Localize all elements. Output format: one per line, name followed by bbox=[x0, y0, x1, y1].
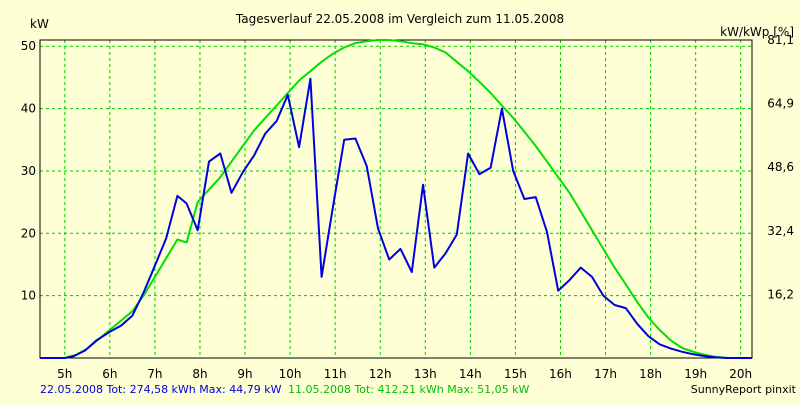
chart-title: Tagesverlauf 22.05.2008 im Vergleich zum… bbox=[235, 12, 564, 26]
series-line-11-05-2008 bbox=[40, 39, 752, 359]
y-tick-label-right: 48,6 bbox=[767, 160, 794, 174]
y-axis-right-label: kW/kWp [%] bbox=[720, 25, 794, 39]
y-tick-label-right: 16,2 bbox=[767, 287, 794, 301]
x-tick-label: 18h bbox=[639, 367, 662, 381]
x-tick-label: 5h bbox=[57, 367, 72, 381]
x-tick-label: 15h bbox=[504, 367, 527, 381]
series-line-22-05-2008 bbox=[40, 77, 752, 359]
y-tick-label-left: 40 bbox=[21, 102, 36, 116]
x-tick-label: 19h bbox=[684, 367, 707, 381]
y-axis-left: 10 20 30 40 50 bbox=[21, 39, 36, 302]
plot-area bbox=[40, 40, 752, 358]
y-axis-right: 16,2 32,4 48,6 64,9 81,1 bbox=[767, 33, 794, 301]
x-tick-label: 20h bbox=[729, 367, 752, 381]
x-tick-label: 17h bbox=[594, 367, 617, 381]
y-tick-label-left: 20 bbox=[21, 226, 36, 240]
legend-footer: 22.05.2008 Tot: 274,58 kWh Max: 44,79 kW… bbox=[40, 383, 530, 396]
y-tick-label-right: 81,1 bbox=[767, 33, 794, 47]
legend-series-1: 22.05.2008 Tot: 274,58 kWh Max: 44,79 kW bbox=[40, 383, 282, 396]
y-tick-label-left: 50 bbox=[21, 39, 36, 53]
x-tick-label: 13h bbox=[414, 367, 437, 381]
x-tick-label: 8h bbox=[192, 367, 207, 381]
x-tick-label: 14h bbox=[459, 367, 482, 381]
y-tick-label-right: 32,4 bbox=[767, 224, 794, 238]
x-tick-label: 7h bbox=[147, 367, 162, 381]
x-tick-label: 12h bbox=[369, 367, 392, 381]
y-tick-label-left: 10 bbox=[21, 289, 36, 303]
y-axis-left-label: kW bbox=[30, 17, 49, 31]
x-tick-label: 9h bbox=[237, 367, 252, 381]
x-tick-label: 6h bbox=[102, 367, 117, 381]
legend-series-2: 11.05.2008 Tot: 412,21 kWh Max: 51,05 kW bbox=[288, 383, 530, 396]
y-tick-label-left: 30 bbox=[21, 164, 36, 178]
x-tick-label: 10h bbox=[279, 367, 302, 381]
grid bbox=[40, 40, 752, 358]
x-axis: 5h 6h 7h 8h 9h 10h 11h 12h 13h 14h 15h 16h 17h 18h 19h… bbox=[57, 367, 752, 381]
series-layer bbox=[40, 39, 752, 359]
y-tick-label-right: 64,9 bbox=[767, 97, 794, 111]
x-tick-label: 16h bbox=[549, 367, 572, 381]
x-tick-label: 11h bbox=[324, 367, 347, 381]
credit-text: SunnyReport pinxit bbox=[691, 383, 797, 396]
